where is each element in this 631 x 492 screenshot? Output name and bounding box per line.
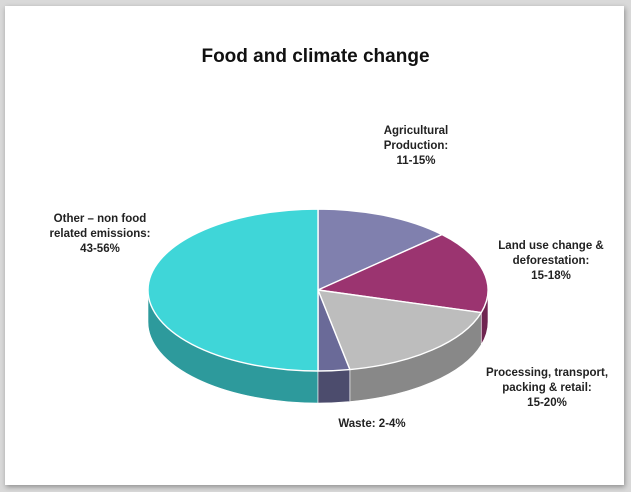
slice-label-land-use-change: Land use change & deforestation: 15-18% — [490, 239, 612, 284]
slice-label-line: Production: — [383, 140, 449, 152]
pie-slice-agricultural-production — [317, 208, 443, 291]
slice-label-waste: Waste: 2-4% — [322, 417, 422, 432]
chart-title: Food and climate change — [201, 46, 430, 67]
slice-label-line: 15-20% — [527, 397, 567, 409]
slice-label-line: 15-18% — [531, 270, 571, 282]
slice-label-agricultural-production: Agricultural Production: 11-15% — [364, 124, 468, 169]
slice-label-line: packing & retail: — [502, 382, 592, 394]
slice-label-processing-transport: Processing, transport, packing & retail:… — [474, 366, 620, 411]
slice-label-line: 11-15% — [396, 155, 436, 167]
pie-slice-land-use-change — [317, 233, 489, 314]
slice-label-line: Waste: 2-4% — [338, 418, 406, 430]
slice-label-line: deforestation: — [512, 255, 590, 267]
slice-label-line: Processing, transport, — [485, 367, 609, 379]
pie-slice-other-emissions — [147, 208, 319, 372]
slice-label-line: Land use change & — [498, 240, 604, 252]
pie-side-waste — [317, 369, 351, 404]
slice-label-line: 43-56% — [80, 243, 120, 255]
slice-label-other-emissions: Other – non food related emissions: 43-5… — [30, 212, 170, 257]
slice-label-line: Agricultural — [383, 125, 449, 137]
slice-label-line: related emissions: — [49, 228, 151, 240]
slice-label-line: Other – non food — [53, 213, 147, 225]
pie-slice-processing-transport — [317, 289, 482, 371]
